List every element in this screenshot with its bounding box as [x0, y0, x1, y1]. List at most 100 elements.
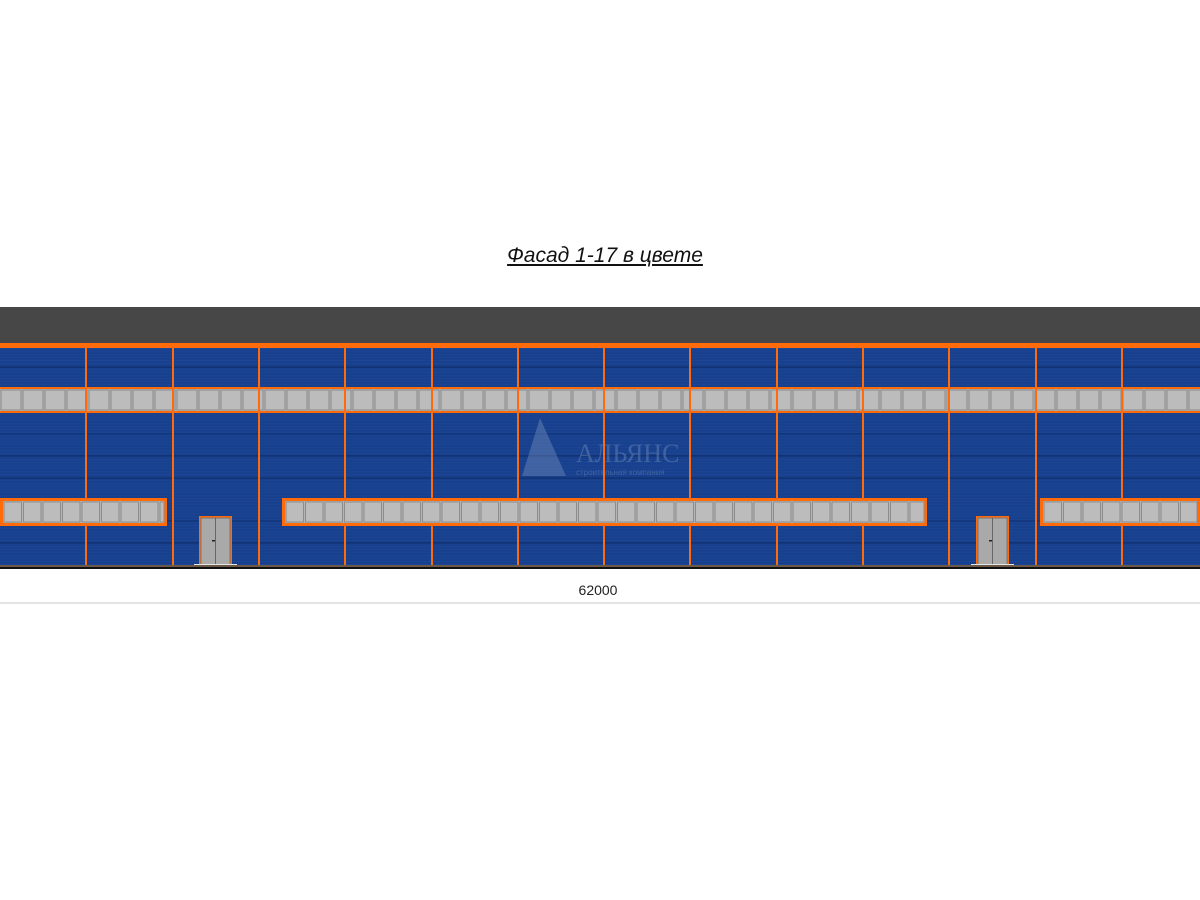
window-pane [344, 501, 363, 523]
window-pane [402, 501, 421, 523]
strip-top [0, 387, 1200, 389]
window-pane [1012, 389, 1034, 411]
window-pane [461, 501, 480, 523]
pilaster [172, 348, 174, 565]
window-pane [1166, 389, 1188, 411]
window-pane [1043, 501, 1062, 523]
window-pane [1180, 501, 1198, 523]
window-pane [330, 389, 352, 411]
window-pane [484, 389, 506, 411]
window-pane [909, 501, 925, 523]
window-pane [616, 389, 638, 411]
window-pane [539, 501, 558, 523]
window-pane [880, 389, 902, 411]
window-pane [101, 501, 120, 523]
dimension-label: 62000 [578, 582, 618, 598]
window-pane [120, 501, 139, 523]
window-pane [176, 389, 198, 411]
window-pane [851, 501, 870, 523]
window-pane [44, 389, 66, 411]
window-pane [422, 501, 441, 523]
window-pane [704, 389, 726, 411]
window-pane [572, 389, 594, 411]
window-pane [638, 389, 660, 411]
window-pane [924, 389, 946, 411]
window-pane [110, 389, 132, 411]
pilaster [258, 348, 260, 565]
window-pane [812, 501, 831, 523]
window-pane [1034, 389, 1056, 411]
pilaster [431, 348, 433, 565]
window-pane [305, 501, 324, 523]
window-pane [88, 389, 110, 411]
window-pane [1056, 389, 1078, 411]
window-pane [578, 501, 597, 523]
window-pane [734, 501, 753, 523]
window-pane [383, 501, 402, 523]
window-pane [352, 389, 374, 411]
logo-subtitle: строительная компания [576, 468, 665, 477]
window-pane [324, 501, 343, 523]
window-pane [726, 389, 748, 411]
window-pane [714, 501, 733, 523]
window-pane [792, 501, 811, 523]
window-pane [286, 389, 308, 411]
logo-triangle-icon [522, 418, 566, 476]
drawing-title: Фасад 1-17 в цвете [507, 244, 703, 267]
window-pane [990, 389, 1012, 411]
window-pane [132, 389, 154, 411]
window-pane [1082, 501, 1101, 523]
window-pane [1078, 389, 1100, 411]
door-handle-icon [212, 540, 215, 542]
window-pane [480, 501, 499, 523]
window-pane [902, 389, 924, 411]
window-pane [396, 389, 418, 411]
strip-bottom [0, 411, 1200, 413]
window-pane [374, 389, 396, 411]
window-pane [870, 501, 889, 523]
window-pane [656, 501, 675, 523]
window-pane [1122, 389, 1144, 411]
window-pane [550, 389, 572, 411]
window-pane [3, 501, 22, 523]
window-pane [500, 501, 519, 523]
window-pane [660, 389, 682, 411]
window-pane [831, 501, 850, 523]
window-pane [462, 389, 484, 411]
window-pane [792, 389, 814, 411]
window-pane [519, 501, 538, 523]
window-pane [140, 501, 159, 523]
window-pane [695, 501, 714, 523]
roof [0, 307, 1200, 344]
window-pane [814, 389, 836, 411]
window-pane [62, 501, 81, 523]
door-handle-icon [989, 540, 992, 542]
ground-line [0, 567, 1200, 569]
window-pane [753, 501, 772, 523]
window-pane [159, 501, 165, 523]
window-pane [946, 389, 968, 411]
window-pane [968, 389, 990, 411]
pilaster [776, 348, 778, 565]
window-pane [81, 501, 100, 523]
window-pane [636, 501, 655, 523]
window-pane [22, 389, 44, 411]
pilaster [344, 348, 346, 565]
pilaster [517, 348, 519, 565]
window-pane [363, 501, 382, 523]
window-pane [773, 501, 792, 523]
roof-trim [0, 343, 1200, 348]
pilaster [862, 348, 864, 565]
window-pane [770, 389, 792, 411]
logo-name: АЛЬЯНС [576, 439, 679, 468]
window-pane [836, 389, 858, 411]
window-pane [597, 501, 616, 523]
window-pane [440, 389, 462, 411]
watermark-logo: АЛЬЯНС строительная компания [522, 418, 679, 477]
pilaster [689, 348, 691, 565]
window-pane [890, 501, 909, 523]
pilaster [603, 348, 605, 565]
window-pane [1141, 501, 1160, 523]
window-pane [1121, 501, 1140, 523]
